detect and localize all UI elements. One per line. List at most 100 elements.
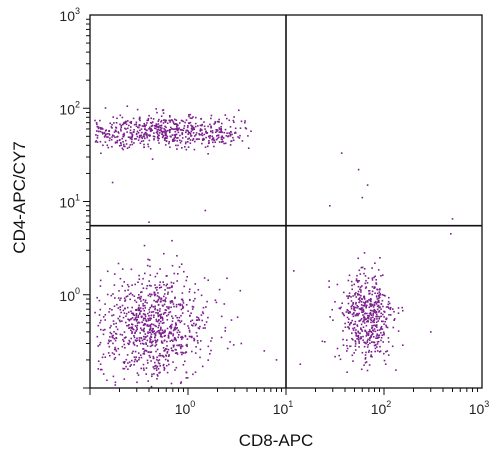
event-point-pop2 xyxy=(126,295,129,297)
event-point-pop1 xyxy=(105,129,107,131)
event-point-pop1 xyxy=(159,125,161,127)
event-point-pop2 xyxy=(137,374,140,376)
event-point-pop1 xyxy=(179,128,182,131)
event-point-sparse xyxy=(293,270,295,272)
event-point-pop2 xyxy=(155,318,158,321)
event-point-pop1 xyxy=(192,132,195,134)
event-point-pop3 xyxy=(360,368,363,371)
event-point-pop1 xyxy=(108,129,111,132)
event-point-pop2 xyxy=(190,312,192,314)
event-point-pop2 xyxy=(128,324,130,326)
event-point-pop1 xyxy=(203,121,205,123)
event-point-pop2 xyxy=(175,322,177,324)
event-point-pop2 xyxy=(145,320,148,323)
event-point-pop3 xyxy=(395,369,397,371)
event-point-pop3 xyxy=(364,282,366,285)
event-point-pop3 xyxy=(365,324,368,327)
event-point-pop3 xyxy=(354,343,357,345)
event-point-pop2 xyxy=(113,338,116,340)
event-point-pop2 xyxy=(177,273,179,275)
event-point-pop1 xyxy=(245,127,248,130)
event-point-pop2 xyxy=(162,313,165,315)
event-point-pop3 xyxy=(367,320,369,323)
event-point-pop1 xyxy=(118,145,121,147)
event-point-pop2 xyxy=(99,279,102,282)
event-point-pop2 xyxy=(133,335,135,337)
event-point-pop2 xyxy=(157,303,160,306)
event-point-pop2 xyxy=(176,352,178,354)
event-point-pop1 xyxy=(148,126,151,129)
event-point-pop1 xyxy=(116,141,118,144)
event-point-pop2 xyxy=(150,317,152,320)
event-point-pop3 xyxy=(378,318,380,320)
event-point-pop2 xyxy=(147,331,149,333)
event-point-pop3 xyxy=(332,319,334,321)
event-point-pop3 xyxy=(346,295,348,297)
event-point-pop1 xyxy=(99,140,102,143)
event-point-pop2 xyxy=(163,369,166,371)
event-point-pop2 xyxy=(133,295,136,297)
event-point-pop2 xyxy=(118,290,120,292)
event-point-pop2 xyxy=(206,300,208,303)
event-point-pop3 xyxy=(352,303,354,305)
event-point-pop3 xyxy=(382,331,385,333)
event-point-pop2 xyxy=(144,304,146,307)
event-point-pop2 xyxy=(159,365,161,367)
event-point-pop1 xyxy=(174,139,176,142)
event-point-pop2 xyxy=(97,324,100,327)
event-point-pop1 xyxy=(104,107,107,109)
event-point-pop3 xyxy=(362,301,365,304)
event-point-pop3 xyxy=(347,302,350,305)
event-point-pop1 xyxy=(211,131,214,134)
event-point-pop2 xyxy=(194,283,197,285)
event-point-pop3 xyxy=(362,311,364,313)
event-point-pop1 xyxy=(192,116,194,118)
event-point-pop1 xyxy=(199,129,202,131)
event-point-pop3 xyxy=(378,295,380,298)
event-point-pop2 xyxy=(107,352,110,354)
event-point-pop1 xyxy=(152,135,155,138)
event-point-pop1 xyxy=(218,127,221,129)
event-point-pop2 xyxy=(154,275,157,278)
event-point-pop1 xyxy=(95,130,98,132)
event-point-pop2 xyxy=(179,321,182,324)
event-point-pop3 xyxy=(374,275,376,278)
event-point-pop2 xyxy=(184,335,187,338)
event-point-pop1 xyxy=(173,137,175,140)
event-point-pop3 xyxy=(364,312,366,315)
event-point-pop1 xyxy=(195,132,198,134)
event-point-pop3 xyxy=(380,312,382,315)
event-point-pop1 xyxy=(106,133,109,135)
event-point-pop1 xyxy=(120,130,122,132)
event-point-pop2 xyxy=(128,361,131,363)
event-point-pop2 xyxy=(180,381,182,383)
event-point-pop1 xyxy=(97,126,100,128)
event-point-pop3 xyxy=(363,268,366,270)
event-point-pop3 xyxy=(370,314,373,317)
event-point-pop2 xyxy=(170,300,173,303)
event-point-pop2 xyxy=(116,303,118,306)
event-point-pop2 xyxy=(166,327,169,330)
event-point-pop2 xyxy=(145,336,147,338)
event-point-pop3 xyxy=(365,335,368,337)
event-point-pop2 xyxy=(160,286,163,288)
event-point-pop1 xyxy=(218,141,221,143)
event-point-pop3 xyxy=(357,294,359,296)
event-point-pop2 xyxy=(146,264,149,267)
event-point-pop2 xyxy=(164,330,166,333)
event-point-pop3 xyxy=(366,340,369,342)
event-point-pop2 xyxy=(148,311,151,313)
event-point-pop1 xyxy=(197,125,199,127)
event-point-pop3 xyxy=(359,332,361,335)
event-point-pop3 xyxy=(383,310,385,313)
event-point-pop1 xyxy=(129,136,131,138)
event-point-pop1 xyxy=(146,119,148,122)
event-point-pop2 xyxy=(123,362,126,364)
event-point-pop3 xyxy=(364,358,367,360)
event-point-pop2 xyxy=(175,366,178,369)
event-point-pop2 xyxy=(178,331,181,333)
event-point-pop3 xyxy=(374,262,376,264)
event-point-pop1 xyxy=(166,135,169,138)
event-point-pop3 xyxy=(376,324,378,326)
